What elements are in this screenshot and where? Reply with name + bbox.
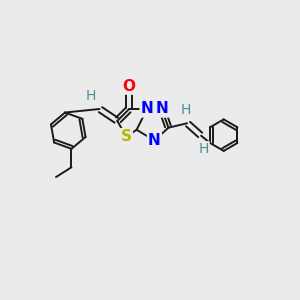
- Text: N: N: [148, 133, 161, 148]
- Text: N: N: [141, 101, 153, 116]
- Text: H: H: [181, 103, 191, 117]
- Text: N: N: [155, 101, 168, 116]
- Text: H: H: [85, 88, 96, 103]
- Text: N: N: [141, 101, 153, 116]
- Text: S: S: [121, 129, 132, 144]
- Text: S: S: [121, 129, 132, 144]
- Text: H: H: [198, 142, 209, 156]
- Text: H: H: [85, 88, 96, 103]
- Text: H: H: [181, 103, 191, 117]
- Text: H: H: [198, 142, 209, 156]
- Text: N: N: [148, 133, 161, 148]
- Text: O: O: [123, 79, 136, 94]
- Text: O: O: [123, 79, 136, 94]
- Text: N: N: [155, 101, 168, 116]
